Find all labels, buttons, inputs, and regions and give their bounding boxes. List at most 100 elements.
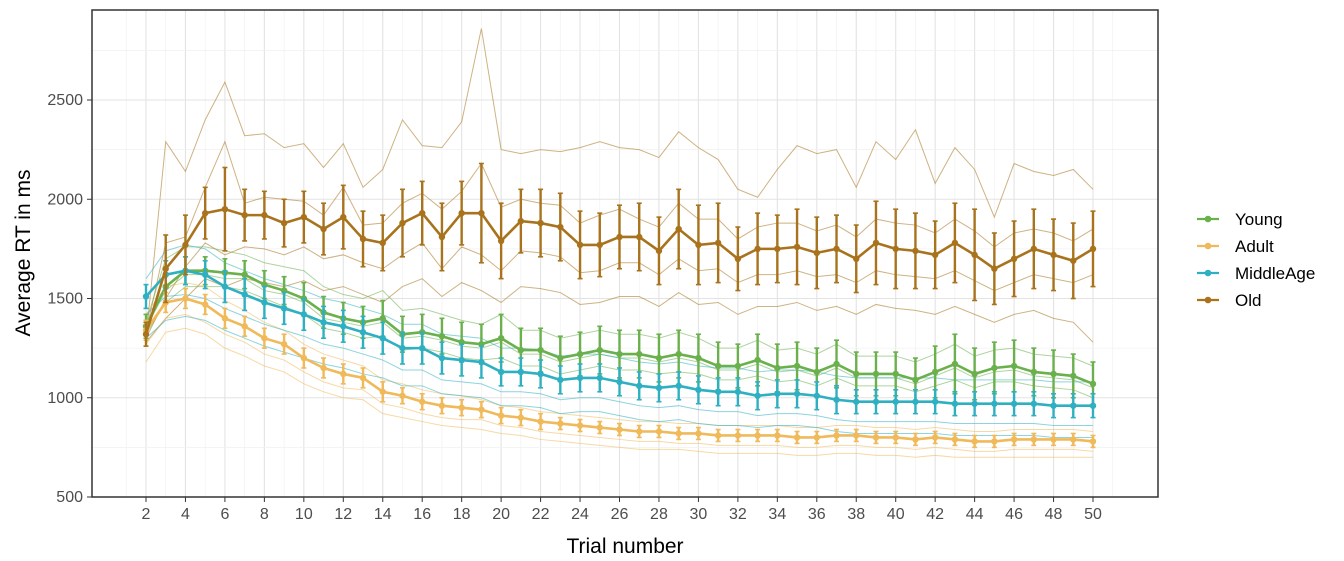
- data-point: [695, 386, 702, 394]
- data-point: [1050, 251, 1057, 259]
- plot-border: [91, 9, 1159, 498]
- data-point: [813, 249, 820, 257]
- series-old: [142, 162, 1097, 347]
- x-tick-label: 34: [768, 506, 786, 523]
- data-point: [557, 223, 564, 231]
- data-point: [517, 217, 525, 225]
- y-tick-label: 1000: [47, 390, 83, 407]
- data-point: [912, 398, 919, 405]
- x-tick-label: 12: [334, 506, 352, 523]
- data-point: [754, 432, 761, 439]
- data-point: [399, 392, 406, 399]
- data-point: [616, 378, 623, 386]
- y-tick-label: 500: [56, 489, 83, 506]
- series-adult: [142, 287, 1097, 449]
- data-point: [1070, 436, 1077, 443]
- data-point: [636, 428, 643, 435]
- data-point: [201, 209, 209, 217]
- data-point: [853, 370, 860, 378]
- data-point: [379, 335, 386, 342]
- data-point: [399, 219, 406, 227]
- data-point: [853, 255, 860, 262]
- data-point: [813, 434, 820, 441]
- data-point: [280, 305, 288, 312]
- data-point: [695, 241, 702, 249]
- data-point: [340, 370, 347, 378]
- data-point: [596, 241, 603, 249]
- data-point: [991, 364, 998, 372]
- data-point: [576, 422, 584, 429]
- data-point: [419, 398, 426, 405]
- data-point: [754, 356, 761, 364]
- individual-trace-line: [145, 28, 1094, 339]
- data-point: [991, 438, 998, 445]
- x-tick-label: 10: [295, 506, 313, 523]
- x-tick-label: 50: [1084, 506, 1102, 523]
- data-point: [872, 434, 880, 441]
- data-point: [931, 251, 939, 259]
- data-point: [971, 438, 978, 445]
- x-tick-label: 22: [532, 506, 550, 523]
- data-point: [734, 362, 742, 370]
- x-axis: 2 4 6 8 10 12 14 16 18 20 22 24 26 28 30 32 34 36 38 40 42 44…: [142, 497, 1102, 523]
- individual-trace-line: [145, 313, 1094, 452]
- data-point: [142, 331, 150, 338]
- legend-label: Old: [1235, 291, 1261, 310]
- data-point: [951, 400, 959, 407]
- data-point: [912, 247, 919, 255]
- data-point: [971, 251, 978, 259]
- x-tick-label: 38: [847, 506, 865, 523]
- data-point: [280, 219, 288, 227]
- legend-key-point: [1204, 215, 1212, 223]
- x-tick-label: 4: [181, 506, 190, 523]
- data-point: [853, 398, 860, 405]
- x-tick-label: 32: [729, 506, 747, 523]
- y-tick-label: 2500: [47, 92, 83, 109]
- data-point: [1030, 245, 1038, 253]
- data-point: [636, 382, 643, 390]
- data-point: [576, 374, 584, 382]
- data-point: [399, 344, 406, 352]
- data-point: [636, 350, 643, 358]
- data-point: [1070, 372, 1077, 380]
- data-point: [636, 233, 643, 241]
- data-point: [833, 245, 840, 253]
- data-point: [675, 382, 682, 390]
- data-point: [1010, 436, 1018, 443]
- data-point: [951, 360, 959, 368]
- data-point: [241, 211, 248, 219]
- data-point: [813, 392, 820, 399]
- data-point: [162, 265, 169, 272]
- data-point: [872, 239, 880, 247]
- data-point: [714, 362, 722, 370]
- data-point: [458, 404, 465, 411]
- legend: Young Adult MiddleAge Old: [1197, 210, 1315, 310]
- y-axis-title: Average RT in ms: [12, 170, 35, 337]
- y-axis: 500 1000 1500 2000 2500: [47, 92, 92, 506]
- data-point: [261, 299, 268, 306]
- x-tick-label: 20: [492, 506, 510, 523]
- data-point: [695, 430, 702, 437]
- x-tick-label: 14: [374, 506, 392, 523]
- data-point: [931, 398, 939, 405]
- data-point: [1050, 402, 1057, 409]
- data-point: [1030, 436, 1038, 443]
- series-middleage: [142, 256, 1097, 419]
- data-point: [675, 225, 682, 233]
- data-point: [517, 414, 525, 421]
- data-point: [517, 346, 525, 354]
- data-point: [793, 243, 801, 251]
- x-tick-label: 2: [142, 506, 151, 523]
- data-point: [793, 362, 801, 370]
- data-point: [359, 374, 367, 382]
- data-point: [616, 233, 623, 241]
- data-point: [774, 390, 781, 397]
- data-point: [576, 350, 584, 358]
- plot-panel: [92, 10, 1158, 497]
- data-point: [320, 319, 327, 326]
- data-point: [1089, 402, 1097, 409]
- data-point: [1010, 362, 1018, 370]
- data-point: [379, 388, 386, 395]
- y-tick-label: 1500: [47, 291, 83, 308]
- data-point: [774, 245, 781, 253]
